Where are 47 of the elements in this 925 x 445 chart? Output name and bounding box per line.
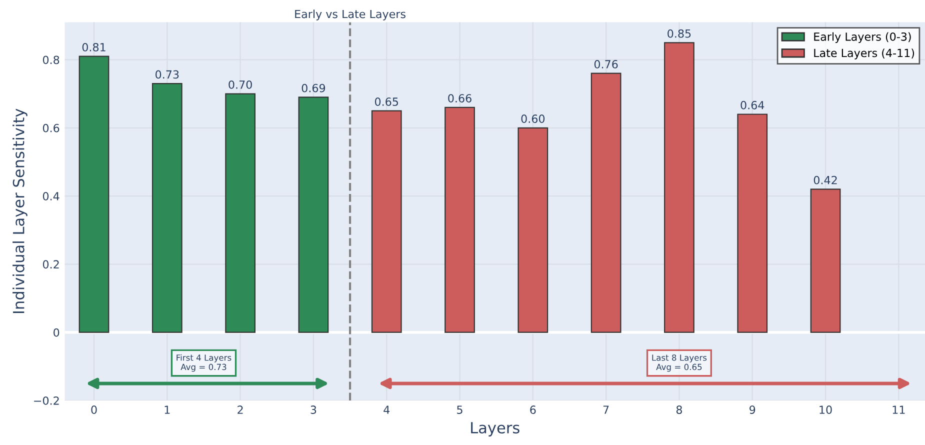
annotation: First 4 Layers Avg = 0.73 xyxy=(176,354,232,372)
bar xyxy=(737,114,768,333)
data-label: 0.76 xyxy=(594,60,618,68)
bar xyxy=(225,93,256,333)
x-tick-label: 6 xyxy=(530,406,536,414)
y-tick-label: 0.6 xyxy=(42,124,60,132)
x-tick-label: 10 xyxy=(820,406,832,414)
x-tick-label: 3 xyxy=(310,406,316,414)
y-tick-label: 0.8 xyxy=(42,56,60,64)
data-label: 0.81 xyxy=(82,42,106,52)
data-label: 0.70 xyxy=(228,80,252,89)
y-tick-label: 0.2 xyxy=(42,260,59,269)
bar xyxy=(78,56,110,333)
data-label: 0.85 xyxy=(668,29,691,38)
x-tick-label: 7 xyxy=(603,406,609,414)
x-tick-label: 2 xyxy=(238,406,243,414)
x-axis-title: Layers xyxy=(471,422,520,436)
x-tick-label: 9 xyxy=(750,406,756,414)
y-tick-label: 0 xyxy=(54,328,60,337)
bar xyxy=(664,42,694,333)
bar xyxy=(810,188,841,333)
x-tick-label: 5 xyxy=(457,406,462,414)
x-tick-label: 8 xyxy=(676,406,682,414)
legend-label: Late Layers (4-11) xyxy=(814,48,914,60)
x-tick-label: 4 xyxy=(384,406,390,414)
y-axis-title: Individual Layer Sensitivity xyxy=(12,108,28,314)
data-label: 0.65 xyxy=(374,98,398,106)
bar xyxy=(590,72,622,333)
data-label: 0.64 xyxy=(740,100,764,110)
ref-line-label: Early vs Late Layers xyxy=(295,10,406,20)
data-label: 0.66 xyxy=(448,94,472,103)
bar xyxy=(371,110,402,333)
data-label: 0.42 xyxy=(814,176,837,184)
bar xyxy=(444,106,475,333)
legend-label: Early Layers (0-3) xyxy=(814,32,911,44)
data-label: 0.69 xyxy=(302,84,326,92)
data-label: 0.73 xyxy=(156,70,179,79)
y-tick-label: 0.4 xyxy=(42,192,60,200)
y-tick-label: −0.2 xyxy=(34,396,59,405)
bar xyxy=(518,127,548,333)
x-tick-label: 11 xyxy=(892,406,905,414)
x-tick-label: 1 xyxy=(164,406,170,414)
annotation: Last 8 Layers Avg = 0.65 xyxy=(652,354,707,372)
x-tick-label: 0 xyxy=(91,406,97,414)
data-label: 0.60 xyxy=(521,114,545,123)
bar xyxy=(298,96,329,333)
bar xyxy=(152,83,182,333)
